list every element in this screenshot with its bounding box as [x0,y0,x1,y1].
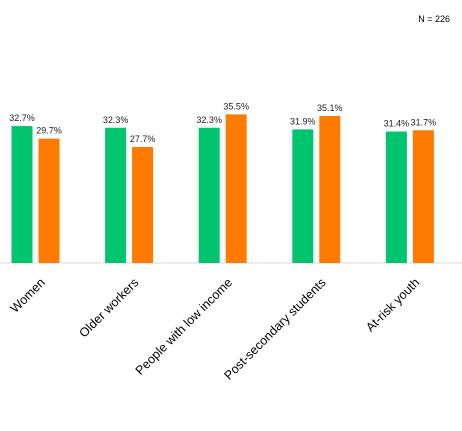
bar-series-1-4 [292,129,314,263]
data-label-series-1-4: 31.9% [290,116,316,126]
data-label-series-1-2: 32.3% [103,115,129,125]
bar-series-1-2 [105,127,127,263]
bar-series-1-3 [198,127,220,263]
sample-size-note: N = 226 [418,14,450,24]
category-label-4: Post-secondary students [221,275,328,382]
data-label-series-2-3: 35.5% [223,101,249,111]
data-label-series-2-2: 27.7% [130,134,156,144]
bar-series-2-4 [319,116,341,263]
data-label-series-2-1: 29.7% [36,126,62,136]
data-label-series-1-3: 32.3% [196,115,222,125]
data-label-series-2-5: 31.7% [411,117,437,127]
bar-series-2-3 [225,114,247,263]
data-label-series-1-1: 32.7% [9,113,35,123]
data-label-series-1-5: 31.4% [384,119,410,129]
bar-series-2-5 [412,130,434,263]
category-label-3: People with low income [133,275,235,377]
bar-series-1-1 [11,126,33,263]
bar-series-2-1 [38,138,60,263]
bar-series-2-2 [132,147,154,263]
category-label-2: Older workers [77,275,142,340]
data-label-series-2-4: 35.1% [317,103,343,113]
category-label-5: At-risk youth [363,275,422,334]
category-label-1: Women [8,275,48,315]
bar-series-1-5 [385,131,407,263]
